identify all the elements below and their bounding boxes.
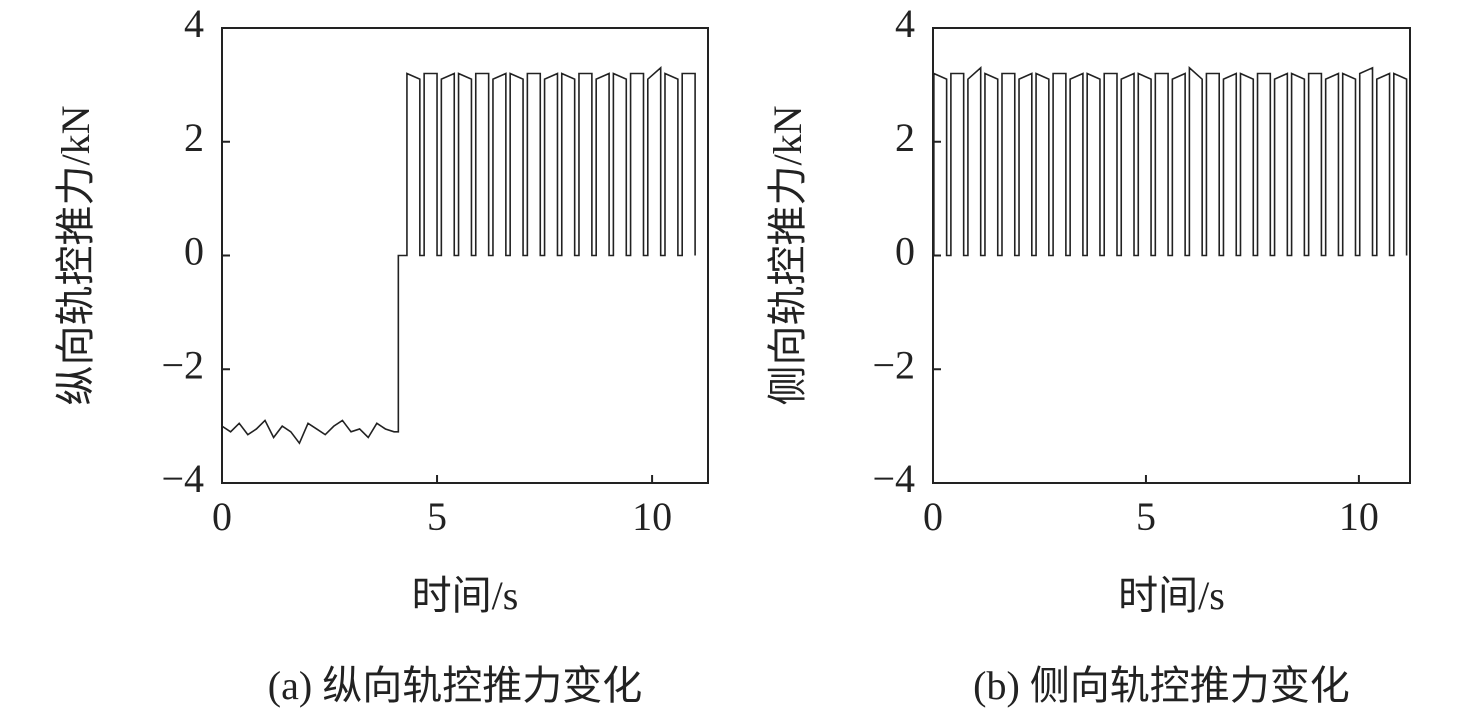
x-tick-label: 5 (427, 494, 447, 539)
y-tick-label: −2 (161, 342, 204, 387)
data-line (933, 66, 1408, 257)
x-tick-label: 10 (632, 494, 672, 539)
y-tick-label: 0 (895, 229, 915, 274)
y-axis-label: 纵向轨控推力/kN (53, 106, 98, 406)
y-axis-label: 侧向轨控推力/kN (765, 106, 810, 406)
caption: (a) 纵向轨控推力变化 (268, 663, 642, 708)
y-tick-label: 2 (184, 115, 204, 160)
plot-frame (221, 27, 709, 484)
y-tick-label: 2 (895, 115, 915, 160)
y-tick-label: 4 (895, 1, 915, 46)
y-tick-label: −2 (872, 342, 915, 387)
y-tick-label: −4 (161, 456, 204, 501)
caption: (b) 侧向轨控推力变化 (973, 663, 1350, 708)
y-tick-label: 4 (184, 1, 204, 46)
y-tick-label: 0 (184, 229, 204, 274)
x-axis-label: 时间/s (412, 573, 519, 618)
x-tick-label: 0 (923, 494, 943, 539)
x-axis-label: 时间/s (1118, 573, 1225, 618)
y-tick-label: −4 (872, 456, 915, 501)
x-tick-label: 10 (1339, 494, 1379, 539)
x-tick-label: 5 (1136, 494, 1156, 539)
x-tick-label: 0 (212, 494, 232, 539)
data-line (221, 66, 696, 445)
